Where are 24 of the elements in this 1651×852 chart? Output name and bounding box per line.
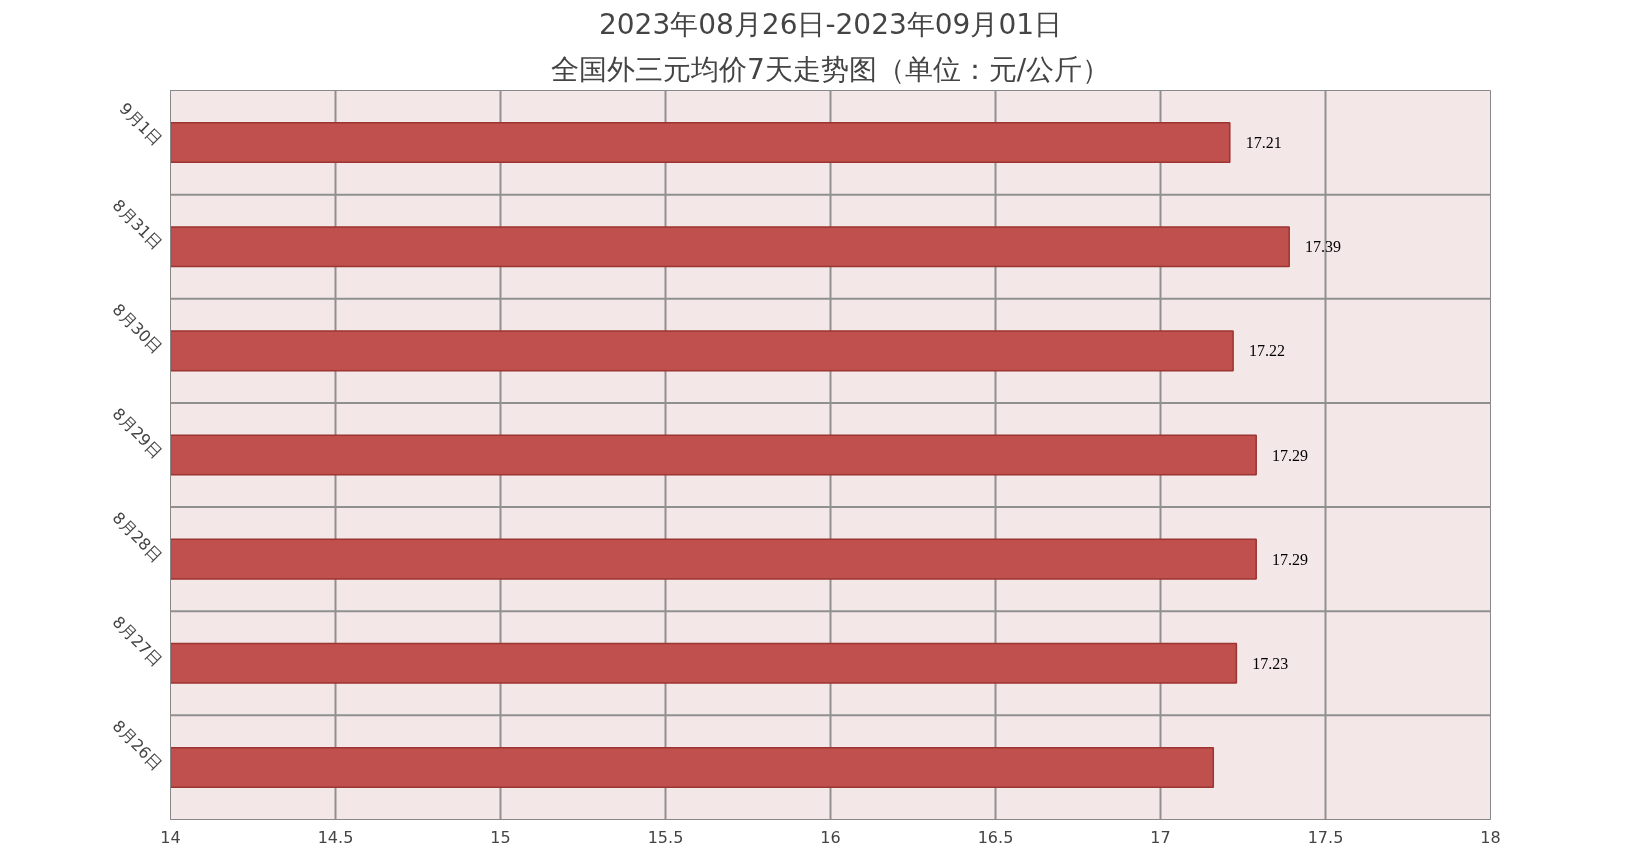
- x-tick-label: 16.5: [977, 827, 1014, 847]
- data-label: 17.39: [1305, 238, 1342, 256]
- y-tick-label: 8月29日: [108, 404, 167, 462]
- y-tick-label: 8月31日: [108, 195, 167, 254]
- x-tick-label: 14.5: [317, 827, 354, 847]
- x-tick-label: 15.5: [647, 827, 684, 847]
- x-tick-label: 17.5: [1307, 827, 1344, 847]
- y-tick-label: 8月27日: [108, 612, 167, 671]
- data-label: 17.29: [1272, 446, 1309, 464]
- y-tick-label: 8月28日: [108, 508, 167, 566]
- x-tick-label: 15: [490, 827, 511, 847]
- x-tick-label: 17: [1150, 827, 1171, 847]
- y-tick-label: 8月26日: [108, 716, 167, 775]
- x-tick-label: 16: [820, 827, 841, 847]
- data-label: 17.23: [1252, 654, 1289, 672]
- y-tick-label: 8月30日: [108, 299, 167, 358]
- chart-subtitle: 全国外三元均价7天走势图（单位：元/公斤）: [550, 52, 1111, 86]
- data-label: 17.22: [1248, 342, 1285, 360]
- chart-title: 2023年08月26日-2023年09月01日: [598, 7, 1063, 41]
- data-label: 17.21: [1245, 134, 1282, 152]
- x-tick-label: 14: [160, 827, 181, 847]
- y-tick-label: 9月1日: [115, 98, 167, 150]
- x-tick-label: 18: [1480, 827, 1501, 847]
- data-label: 17.29: [1272, 550, 1309, 568]
